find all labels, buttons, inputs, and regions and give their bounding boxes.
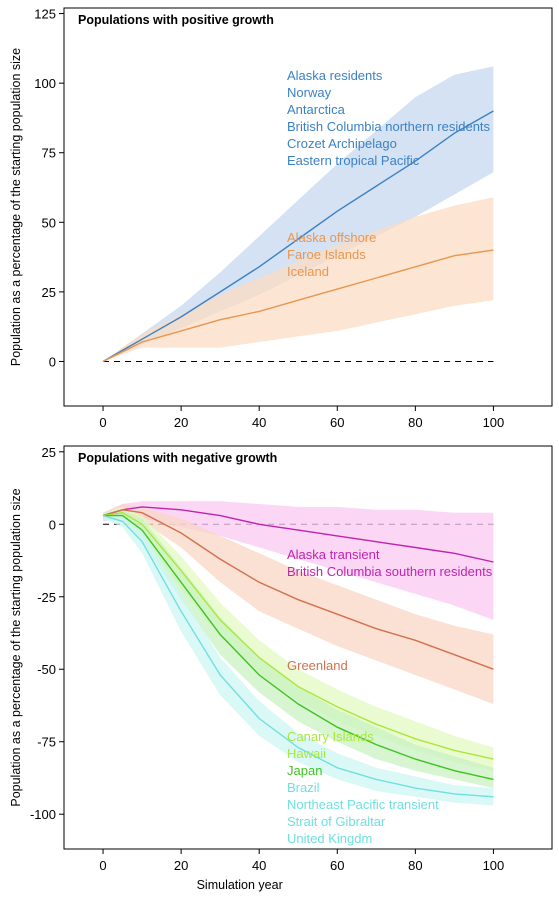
series-label: Northeast Pacific transient	[287, 797, 439, 812]
series-label: Alaska residents	[287, 68, 383, 83]
y-tick-label: 125	[34, 7, 56, 22]
x-axis-label: Simulation year	[197, 878, 283, 892]
series-label: Alaska offshore	[287, 230, 376, 245]
series-line-4	[103, 514, 494, 781]
series-line-1	[102, 506, 494, 563]
y-tick-label: 50	[42, 215, 56, 230]
y-tick-label: 0	[49, 354, 56, 369]
x-tick-label: 100	[483, 858, 505, 873]
confidence-band-1	[103, 66, 494, 362]
y-tick-label: 0	[49, 517, 56, 532]
y-axis-label: Population as a percentage of the starti…	[9, 488, 23, 806]
series-label: Norway	[287, 85, 332, 100]
x-tick-label: 0	[99, 858, 106, 873]
chart-panel-2: Populations with negative growth -100 -75 -…	[9, 445, 553, 892]
confidence-band-2	[103, 197, 494, 362]
y-tick-label: 25	[42, 445, 56, 460]
y-tick-label: 25	[42, 285, 56, 300]
y-tick-label: -75	[37, 735, 56, 750]
x-tick-label: 0	[99, 415, 106, 430]
series-label: Canary Islands	[287, 729, 374, 744]
series-line-2	[102, 509, 494, 670]
series-label: Iceland	[287, 264, 329, 279]
y-tick-label: -25	[37, 590, 56, 605]
series-line-1	[102, 110, 494, 363]
series-label: British Columbia southern residents	[287, 564, 493, 579]
series-label: Eastern tropical Pacific	[287, 153, 420, 168]
chart-panel-1: Populations with positive growth 0 25 50 75 1…	[9, 7, 553, 430]
x-tick-label: 20	[174, 415, 188, 430]
x-tick-label: 80	[408, 415, 422, 430]
series-label: Strait of Gibraltar	[287, 814, 386, 829]
y-tick-label: -100	[30, 807, 56, 822]
series-label: Hawaii	[287, 746, 326, 761]
x-tick-label: 40	[252, 858, 266, 873]
y-tick-label: -50	[37, 662, 56, 677]
y-axis-label: Population as a percentage of the starti…	[9, 48, 23, 366]
series-label: Greenland	[287, 658, 348, 673]
series-label: Antarctica	[287, 102, 346, 117]
x-tick-label: 60	[330, 415, 344, 430]
chart-title: Populations with positive growth	[78, 13, 274, 27]
chart-title: Populations with negative growth	[78, 451, 277, 465]
x-tick-label: 40	[252, 415, 266, 430]
series-label: Alaska transient	[287, 547, 380, 562]
series-label: Brazil	[287, 780, 320, 795]
x-tick-label: 100	[483, 415, 505, 430]
x-tick-label: 20	[174, 858, 188, 873]
series-label: Crozet Archipelago	[287, 136, 397, 151]
y-tick-label: 100	[34, 76, 56, 91]
y-tick-label: 75	[42, 146, 56, 161]
x-tick-label: 60	[330, 858, 344, 873]
series-line-2	[102, 249, 494, 363]
series-line-3	[102, 511, 494, 760]
series-label: United Kingdm	[287, 831, 372, 846]
series-label: Faroe Islands	[287, 247, 366, 262]
series-label: Japan	[287, 763, 322, 778]
confidence-band-2	[103, 504, 494, 704]
x-tick-label: 80	[408, 858, 422, 873]
series-label: British Columbia northern residents	[287, 119, 491, 134]
series-line-5	[102, 514, 494, 798]
